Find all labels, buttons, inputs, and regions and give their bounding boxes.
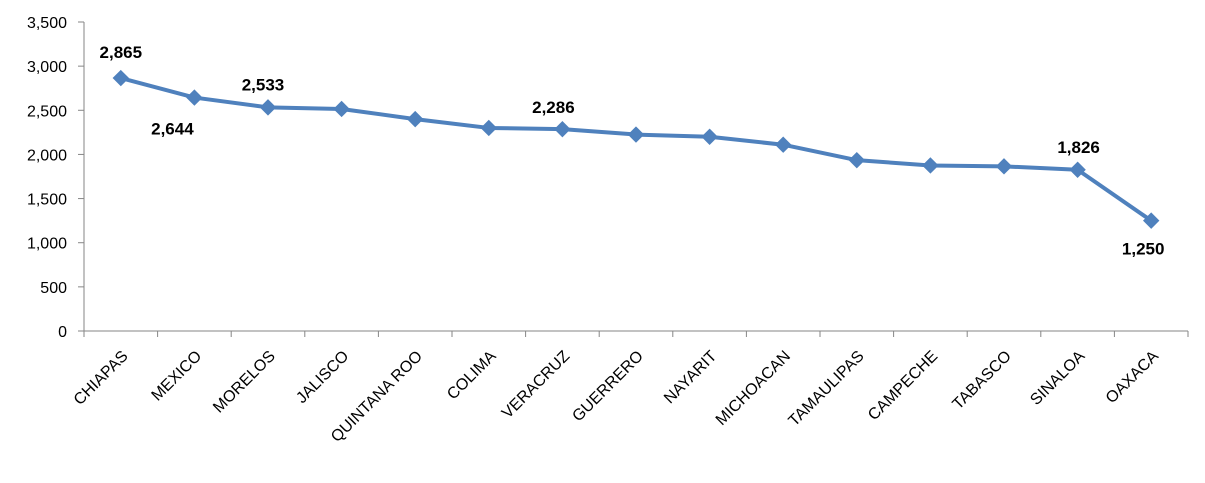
data-label: 1,826 bbox=[1057, 138, 1100, 157]
x-tick-label: NAYARIT bbox=[661, 348, 721, 408]
series-layer bbox=[112, 69, 1160, 229]
data-point-marker bbox=[480, 119, 498, 137]
y-tick-label: 2,500 bbox=[27, 103, 67, 120]
data-point-marker bbox=[186, 89, 203, 106]
data-label: 2,644 bbox=[151, 120, 194, 139]
x-tick-label: MEXICO bbox=[149, 348, 206, 405]
data-label: 2,533 bbox=[242, 75, 285, 94]
x-tick-label: VERACRUZ bbox=[499, 348, 573, 422]
data-point-marker bbox=[922, 157, 939, 174]
y-tick-label: 2,000 bbox=[27, 147, 67, 164]
data-point-marker bbox=[333, 100, 350, 118]
x-tick-label: OAXACA bbox=[1103, 348, 1162, 407]
y-axis: 0 500 1,000 1,500 2,000 2,500 3,000 3,500 bbox=[27, 15, 85, 341]
data-label: 2,286 bbox=[532, 98, 575, 117]
x-tick-label: COLIMA bbox=[444, 348, 500, 404]
x-tick-label: MORELOS bbox=[210, 348, 279, 417]
data-point-marker bbox=[112, 69, 130, 87]
data-point-marker bbox=[701, 128, 718, 145]
data-point-marker bbox=[774, 136, 792, 153]
x-tick-label: TAMAULIPAS bbox=[786, 348, 868, 430]
x-tick-label: CAMPECHE bbox=[865, 348, 941, 424]
x-tick-label: MICHOACAN bbox=[713, 348, 794, 429]
data-point-marker bbox=[406, 110, 424, 128]
y-tick-label: 500 bbox=[40, 280, 67, 297]
data-point-marker bbox=[1069, 161, 1086, 178]
data-point-marker bbox=[995, 158, 1013, 175]
y-tick-label: 3,500 bbox=[27, 15, 67, 32]
data-point-marker bbox=[848, 151, 866, 169]
data-point-marker bbox=[627, 126, 645, 143]
x-tick-label: GUERRERO bbox=[569, 348, 646, 425]
series-line bbox=[120, 76, 1153, 223]
data-labels: 2,865 2,644 2,533 2,286 1,826 1,250 bbox=[100, 43, 1165, 259]
data-point-marker bbox=[1142, 212, 1160, 229]
x-tick-label: JALISCO bbox=[293, 348, 352, 407]
data-label: 2,865 bbox=[100, 43, 143, 62]
x-tick-label: TABASCO bbox=[950, 348, 1015, 413]
data-label: 1,250 bbox=[1122, 240, 1165, 259]
x-tick-label: SINALOA bbox=[1027, 348, 1088, 409]
y-tick-label: 1,000 bbox=[27, 236, 67, 253]
y-tick-label: 3,000 bbox=[27, 59, 67, 76]
data-point-marker bbox=[259, 99, 277, 116]
x-tick-label: CHIAPAS bbox=[71, 348, 132, 409]
y-tick-label: 0 bbox=[58, 324, 67, 341]
data-point-marker bbox=[554, 120, 571, 138]
y-tick-label: 1,500 bbox=[27, 192, 67, 209]
